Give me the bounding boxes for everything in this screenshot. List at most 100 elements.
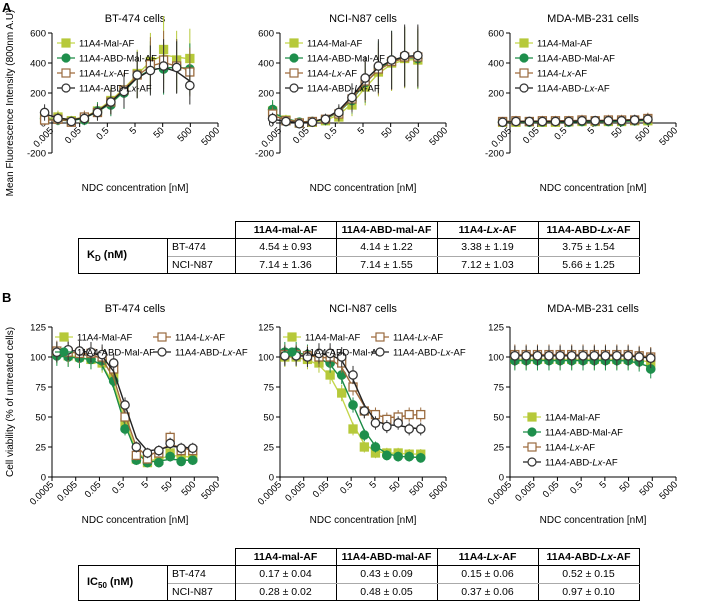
- data-point: [176, 456, 187, 467]
- x-tick-label: 0.05: [541, 479, 562, 500]
- legend-label: 11A4-ABD-Mal-AF: [545, 428, 623, 439]
- data-point: [393, 451, 404, 462]
- data-point: [616, 115, 627, 126]
- legend-marker: [59, 347, 69, 357]
- data-point: [623, 350, 634, 361]
- x-tick-label: 500: [637, 479, 656, 498]
- y-tick-label: 75: [35, 383, 46, 394]
- data-point: [511, 116, 521, 127]
- x-tick-label: 5000: [427, 125, 450, 148]
- x-tick-label: 50: [387, 479, 402, 494]
- data-point: [404, 424, 415, 434]
- legend-label: 11A4-ABD-Lx-AF: [537, 84, 610, 95]
- y-tick-label: 600: [258, 29, 274, 40]
- legend-label: 11A4-ABD-Lx-AF: [545, 458, 618, 469]
- data-point: [267, 113, 278, 124]
- data-point: [577, 115, 587, 126]
- y-tick-label: 400: [258, 59, 274, 70]
- x-tick-label: 500: [407, 479, 426, 498]
- legend-marker: [519, 38, 529, 48]
- x-tick-label: 0.0005: [256, 479, 284, 507]
- data-point: [509, 350, 520, 361]
- data-point: [404, 409, 414, 420]
- data-point: [532, 350, 543, 361]
- ic50-col-0: 11A4-mal-AF: [234, 548, 337, 566]
- x-axis-label: NDC concentration [nM]: [540, 183, 647, 194]
- data-point: [119, 86, 129, 97]
- data-point: [79, 113, 90, 124]
- y-tick-label: 200: [30, 89, 46, 100]
- y-tick-label: 400: [30, 59, 46, 70]
- kd-cell: 5.66 ± 1.25: [537, 255, 640, 274]
- legend-marker: [527, 412, 537, 422]
- legend-label: 11A4-ABD-Lx-AF: [79, 84, 152, 95]
- data-point: [307, 117, 318, 128]
- chart-4: NCI-N87 cells 0 25 50 75 100 125 0.0005 0.005 0.0…: [256, 303, 466, 526]
- chart-title: BT-474 cells: [105, 303, 166, 315]
- ic50-row-label-bt474: BT-474: [168, 566, 235, 584]
- ic50-cell: 0.43 ± 0.09: [335, 565, 438, 584]
- legend-marker: [527, 427, 537, 437]
- chart-title: NCI-N87 cells: [329, 303, 397, 315]
- kd-cell: 4.14 ± 1.22: [335, 238, 438, 257]
- y-tick-label: -200: [27, 149, 46, 160]
- legend-label: 11A4-ABD-Lx-AF: [393, 348, 466, 359]
- y-tick-label: 125: [258, 323, 274, 334]
- kd-cell: 7.12 ± 1.03: [436, 255, 539, 274]
- legend-marker: [61, 53, 71, 63]
- ic50-quantity-cell: IC50 (nM) BT-474 NCI-N87: [78, 565, 236, 601]
- x-tick-label: 500: [403, 125, 422, 144]
- legend-marker: [59, 332, 69, 342]
- data-point: [566, 350, 577, 361]
- kd-cell: 7.14 ± 1.36: [234, 255, 337, 274]
- y-tick-label: 600: [488, 29, 504, 40]
- data-point: [381, 421, 392, 432]
- data-point: [294, 118, 305, 129]
- data-point: [337, 388, 347, 398]
- data-point: [347, 92, 357, 103]
- y-tick-label: 25: [493, 443, 504, 454]
- y-tick-label: 0: [41, 473, 46, 484]
- data-point: [537, 116, 548, 127]
- data-point: [404, 451, 415, 462]
- data-point: [53, 113, 63, 124]
- legend-marker: [519, 53, 529, 63]
- y-tick-label: 125: [488, 323, 504, 334]
- x-tick-label: 5: [597, 479, 609, 491]
- legend: 11A4-Mal-AF 11A4-ABD-Mal-AF 11A4-Lx-AF 11A4…: [515, 38, 615, 95]
- data-point: [187, 455, 198, 466]
- kd-cell: 3.75 ± 1.54: [537, 238, 640, 257]
- y-tick-label: 25: [35, 443, 46, 454]
- x-tick-label: 0.0005: [28, 479, 56, 507]
- legend: 11A4-Mal-AF 11A4-ABD-Mal-AF 11A4-Lx-AF 11A4…: [55, 332, 248, 359]
- y-tick-label: 200: [258, 89, 274, 100]
- x-tick-label: 5: [367, 479, 379, 491]
- legend-marker: [375, 347, 385, 357]
- legend-label: 11A4-Mal-AF: [545, 413, 600, 424]
- y-tick-label: 75: [263, 383, 274, 394]
- legend-label: 11A4-ABD-Mal-AF: [79, 54, 157, 65]
- legend-marker: [527, 442, 537, 452]
- chart-title: NCI-N87 cells: [329, 13, 397, 25]
- ic50-cell: 0.17 ± 0.04: [234, 565, 337, 584]
- data-point: [187, 443, 198, 454]
- legend: 11A4-Mal-AF 11A4-ABD-Mal-AF 11A4-Lx-AF 11A4…: [57, 38, 157, 95]
- y-tick-label: -200: [485, 149, 504, 160]
- x-tick-label: 0.05: [311, 479, 332, 500]
- legend-marker: [61, 68, 71, 78]
- data-point: [325, 348, 335, 359]
- data-point: [563, 116, 574, 127]
- legend-marker: [519, 68, 529, 78]
- legend-marker: [287, 347, 297, 357]
- data-point: [416, 409, 426, 420]
- kd-col-0: 11A4-mal-AF: [234, 221, 337, 239]
- legend-marker: [61, 38, 71, 48]
- data-point: [165, 451, 176, 462]
- data-point: [176, 443, 187, 454]
- x-axis-label: NDC concentration [nM]: [82, 183, 189, 194]
- ic50-table: 11A4-mal-AF 11A4-ABD-mal-AF 11A4-Lx-AF 1…: [78, 548, 640, 601]
- y-tick-label: 400: [488, 59, 504, 70]
- x-axis-label: NDC concentration [nM]: [82, 515, 189, 526]
- kd-cell: 7.14 ± 1.55: [335, 255, 438, 274]
